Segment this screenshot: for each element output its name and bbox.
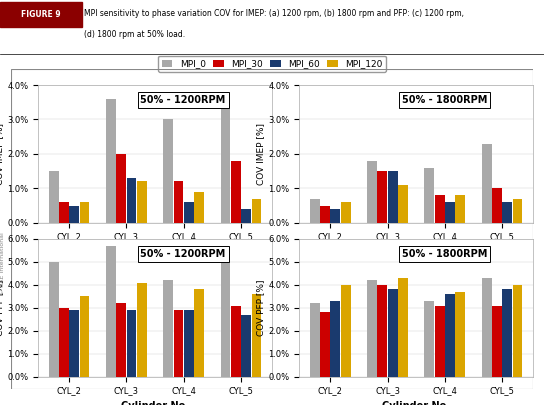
Bar bbox=[194, 192, 204, 223]
Bar bbox=[445, 202, 455, 223]
Bar bbox=[445, 294, 455, 377]
Text: (a): (a) bbox=[147, 264, 163, 274]
Text: (d) 1800 rpm at 50% load.: (d) 1800 rpm at 50% load. bbox=[84, 30, 186, 39]
Bar bbox=[310, 199, 320, 223]
Bar bbox=[49, 171, 59, 223]
Text: MPI sensitivity to phase variation COV for IMEP: (a) 1200 rpm, (b) 1800 rpm and : MPI sensitivity to phase variation COV f… bbox=[84, 9, 465, 18]
Bar bbox=[330, 301, 340, 377]
Bar bbox=[106, 246, 116, 377]
X-axis label: Cylinder No.: Cylinder No. bbox=[382, 247, 450, 257]
Bar bbox=[310, 303, 320, 377]
Bar bbox=[378, 285, 387, 377]
Bar bbox=[378, 171, 387, 223]
Bar bbox=[512, 199, 522, 223]
Bar bbox=[398, 185, 408, 223]
Bar bbox=[424, 301, 434, 377]
Bar bbox=[79, 296, 89, 377]
Y-axis label: COV IMEP [%]: COV IMEP [%] bbox=[0, 123, 4, 185]
Y-axis label: COV IMEP [%]: COV IMEP [%] bbox=[256, 123, 265, 185]
Bar bbox=[59, 308, 69, 377]
Bar bbox=[241, 209, 251, 223]
Bar bbox=[79, 202, 89, 223]
Bar bbox=[231, 161, 241, 223]
Text: (b): (b) bbox=[409, 264, 424, 274]
Bar bbox=[455, 292, 465, 377]
Bar bbox=[341, 285, 350, 377]
Bar bbox=[137, 283, 147, 377]
Bar bbox=[320, 312, 330, 377]
Bar bbox=[435, 195, 444, 223]
Bar bbox=[116, 303, 126, 377]
Y-axis label: COV PFP [%]: COV PFP [%] bbox=[0, 279, 4, 336]
Bar bbox=[251, 294, 261, 377]
Bar bbox=[320, 206, 330, 223]
Y-axis label: COV PFP [%]: COV PFP [%] bbox=[256, 279, 265, 336]
Bar bbox=[69, 310, 79, 377]
Bar bbox=[231, 305, 241, 377]
Text: 50% - 1200RPM: 50% - 1200RPM bbox=[140, 95, 226, 104]
Bar bbox=[194, 290, 204, 377]
Bar bbox=[59, 202, 69, 223]
Bar bbox=[424, 168, 434, 223]
X-axis label: Cylinder No.: Cylinder No. bbox=[382, 401, 450, 405]
Legend: MPI_0, MPI_30, MPI_60, MPI_120: MPI_0, MPI_30, MPI_60, MPI_120 bbox=[158, 55, 386, 72]
Text: FIGURE 9: FIGURE 9 bbox=[21, 10, 60, 19]
Bar bbox=[241, 315, 251, 377]
Bar bbox=[69, 206, 79, 223]
Bar bbox=[388, 290, 398, 377]
Bar bbox=[367, 280, 377, 377]
Bar bbox=[341, 202, 350, 223]
Bar bbox=[184, 202, 194, 223]
Text: 50% - 1200RPM: 50% - 1200RPM bbox=[140, 249, 226, 258]
X-axis label: Cylinder No.: Cylinder No. bbox=[121, 401, 189, 405]
Bar bbox=[127, 178, 137, 223]
Text: 50% - 1800RPM: 50% - 1800RPM bbox=[401, 249, 487, 258]
Bar bbox=[502, 290, 512, 377]
X-axis label: Cylinder No.: Cylinder No. bbox=[121, 247, 189, 257]
Bar bbox=[163, 119, 173, 223]
Bar bbox=[367, 161, 377, 223]
Text: 50% - 1800RPM: 50% - 1800RPM bbox=[401, 95, 487, 104]
Bar bbox=[398, 278, 408, 377]
Bar bbox=[221, 102, 231, 223]
Bar bbox=[174, 310, 183, 377]
Bar bbox=[512, 285, 522, 377]
Bar bbox=[435, 305, 444, 377]
Bar bbox=[174, 181, 183, 223]
Bar bbox=[221, 257, 231, 377]
Bar bbox=[482, 144, 492, 223]
Bar bbox=[330, 209, 340, 223]
Bar bbox=[163, 280, 173, 377]
Bar bbox=[251, 199, 261, 223]
Bar bbox=[116, 154, 126, 223]
Bar bbox=[184, 310, 194, 377]
Bar bbox=[388, 171, 398, 223]
Bar bbox=[482, 278, 492, 377]
Bar bbox=[49, 262, 59, 377]
Bar bbox=[502, 202, 512, 223]
Text: © SAE International: © SAE International bbox=[0, 232, 5, 294]
Bar bbox=[455, 195, 465, 223]
Bar bbox=[137, 181, 147, 223]
Bar bbox=[492, 305, 502, 377]
Bar bbox=[127, 310, 137, 377]
Bar bbox=[492, 188, 502, 223]
FancyBboxPatch shape bbox=[0, 2, 82, 27]
Bar bbox=[106, 99, 116, 223]
